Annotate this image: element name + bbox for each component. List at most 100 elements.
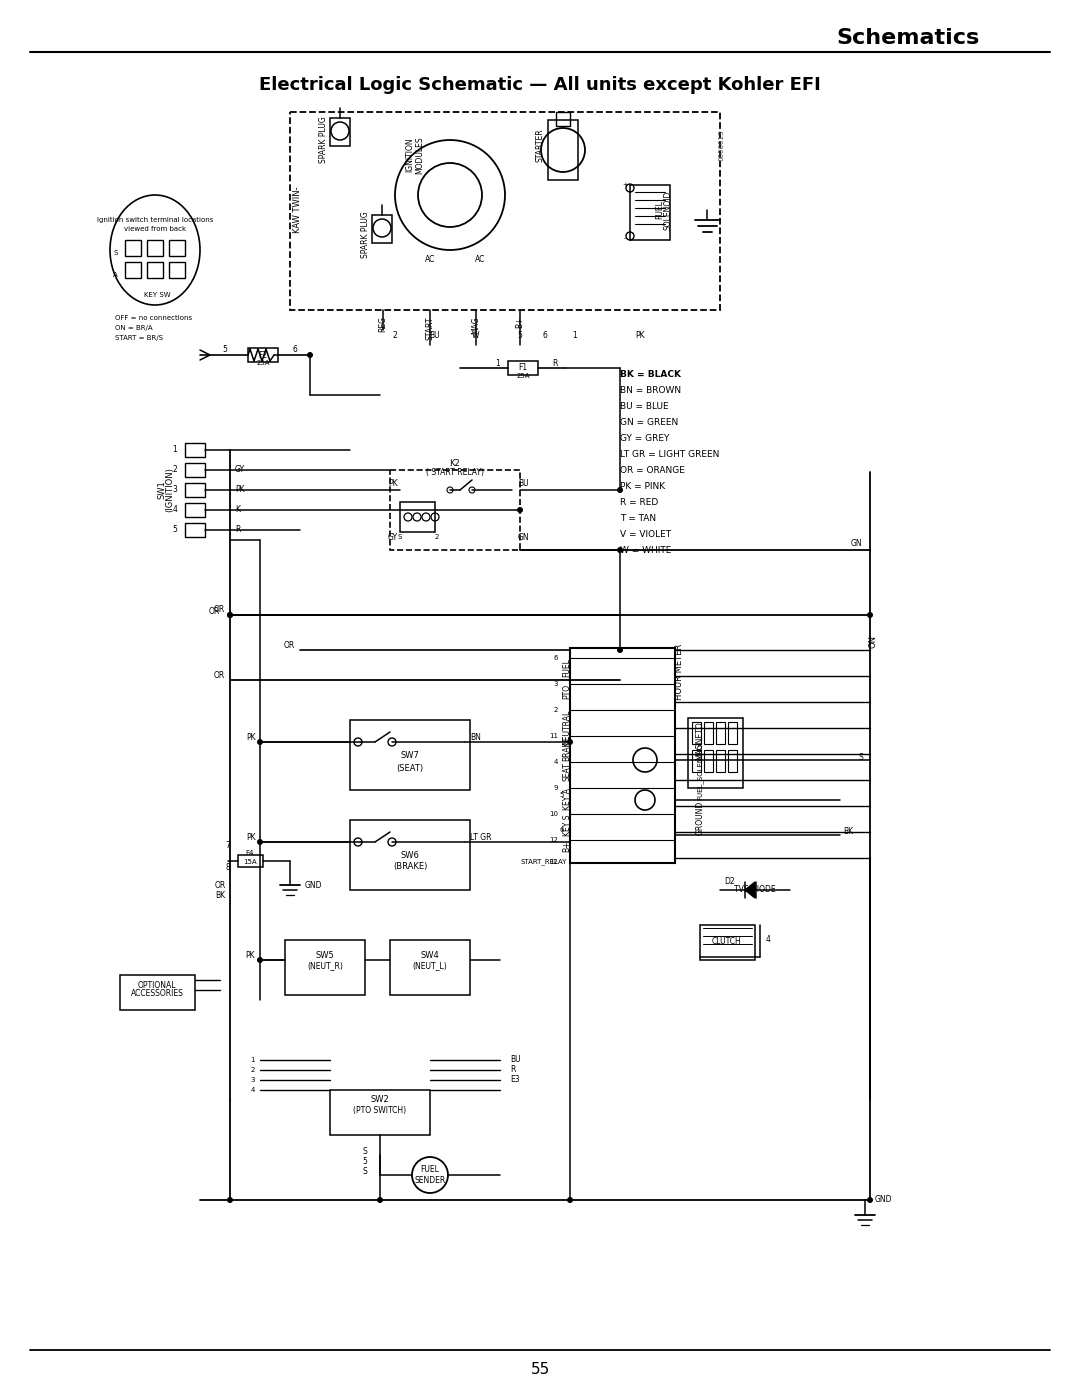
Text: Ignition switch terminal locations: Ignition switch terminal locations bbox=[97, 217, 213, 224]
Text: F2: F2 bbox=[258, 351, 268, 359]
Circle shape bbox=[567, 739, 573, 745]
Text: 2: 2 bbox=[554, 707, 558, 712]
Text: PK = PINK: PK = PINK bbox=[620, 482, 665, 490]
Circle shape bbox=[867, 612, 873, 617]
Text: 15A: 15A bbox=[243, 859, 257, 865]
Text: 2: 2 bbox=[393, 331, 397, 341]
Text: (PTO SWITCH): (PTO SWITCH) bbox=[353, 1105, 406, 1115]
Text: B+: B+ bbox=[563, 840, 571, 852]
Circle shape bbox=[617, 488, 623, 493]
Text: PK: PK bbox=[235, 486, 245, 495]
Text: FUEL: FUEL bbox=[656, 201, 664, 219]
Bar bbox=[248, 348, 278, 362]
Text: GND: GND bbox=[305, 880, 323, 890]
Text: GY: GY bbox=[388, 534, 399, 542]
Text: F4: F4 bbox=[246, 849, 254, 856]
Circle shape bbox=[227, 612, 233, 617]
Bar bbox=[185, 503, 205, 517]
Bar bbox=[185, 443, 205, 457]
Text: S: S bbox=[397, 534, 402, 541]
Bar bbox=[390, 469, 519, 550]
Circle shape bbox=[867, 1197, 873, 1203]
Text: BRAKE: BRAKE bbox=[563, 736, 571, 761]
Text: 4: 4 bbox=[251, 1087, 255, 1092]
Text: OR: OR bbox=[214, 605, 225, 615]
Text: ON: ON bbox=[868, 636, 877, 648]
Text: 2: 2 bbox=[251, 1067, 255, 1073]
Text: (NEUT_R): (NEUT_R) bbox=[307, 961, 343, 971]
Circle shape bbox=[257, 957, 264, 963]
Text: OR = ORANGE: OR = ORANGE bbox=[620, 467, 685, 475]
Text: SEAT: SEAT bbox=[563, 761, 571, 781]
Bar bbox=[168, 240, 185, 256]
Circle shape bbox=[307, 352, 313, 358]
Bar bbox=[125, 240, 141, 256]
Text: 1: 1 bbox=[173, 446, 177, 454]
Text: 1: 1 bbox=[251, 1058, 255, 1063]
Text: 9: 9 bbox=[554, 785, 558, 791]
Text: MAGNETO: MAGNETO bbox=[696, 721, 704, 760]
Text: S: S bbox=[363, 1147, 367, 1157]
Bar bbox=[716, 722, 725, 745]
Text: KEY SW: KEY SW bbox=[144, 292, 171, 298]
Text: IGNITION: IGNITION bbox=[405, 138, 415, 172]
Text: K2: K2 bbox=[449, 458, 460, 468]
Text: BU = BLUE: BU = BLUE bbox=[620, 402, 669, 411]
Text: ON = BR/A: ON = BR/A bbox=[114, 326, 152, 331]
Circle shape bbox=[617, 647, 623, 652]
Bar bbox=[728, 750, 737, 773]
Circle shape bbox=[227, 612, 233, 617]
Bar bbox=[508, 360, 538, 374]
Text: AC: AC bbox=[475, 256, 485, 264]
Text: MAG: MAG bbox=[472, 316, 481, 334]
Text: LT GR: LT GR bbox=[470, 833, 491, 841]
Text: CLUTCH: CLUTCH bbox=[712, 937, 742, 947]
Bar bbox=[125, 263, 141, 278]
Text: 4: 4 bbox=[173, 506, 177, 514]
Text: BK = BLACK: BK = BLACK bbox=[620, 370, 681, 379]
Bar bbox=[630, 184, 670, 240]
Bar bbox=[185, 522, 205, 536]
Bar bbox=[372, 215, 392, 243]
Text: SPARK PLUG: SPARK PLUG bbox=[319, 116, 327, 163]
Text: S: S bbox=[859, 753, 863, 761]
Bar bbox=[350, 820, 470, 890]
Text: 7: 7 bbox=[226, 841, 230, 849]
Text: PK: PK bbox=[246, 732, 256, 742]
Text: PK: PK bbox=[389, 479, 399, 488]
Text: (BRAKE): (BRAKE) bbox=[393, 862, 428, 872]
Text: R = RED: R = RED bbox=[620, 497, 658, 507]
Text: S: S bbox=[363, 1168, 367, 1176]
Text: OR: OR bbox=[284, 641, 295, 651]
Text: START: START bbox=[426, 316, 434, 339]
Bar bbox=[185, 483, 205, 497]
Text: OR: OR bbox=[208, 608, 220, 616]
Text: Electrical Logic Schematic — All units except Kohler EFI: Electrical Logic Schematic — All units e… bbox=[259, 75, 821, 94]
Text: SW5: SW5 bbox=[315, 950, 335, 960]
Text: +: + bbox=[622, 182, 627, 189]
Text: FUEL: FUEL bbox=[563, 658, 571, 678]
Bar bbox=[185, 462, 205, 476]
Bar bbox=[330, 1090, 430, 1134]
Text: 6: 6 bbox=[293, 345, 297, 355]
Text: 8: 8 bbox=[226, 863, 230, 873]
Bar bbox=[120, 975, 195, 1010]
Bar bbox=[168, 263, 185, 278]
Bar bbox=[570, 648, 675, 863]
Text: 3: 3 bbox=[173, 486, 177, 495]
Bar bbox=[147, 263, 163, 278]
Text: 2: 2 bbox=[173, 465, 177, 475]
Text: 3: 3 bbox=[554, 680, 558, 687]
Text: MODULES: MODULES bbox=[416, 136, 424, 173]
Circle shape bbox=[517, 507, 523, 513]
Text: GN: GN bbox=[850, 539, 862, 549]
Polygon shape bbox=[745, 882, 755, 898]
Text: 4: 4 bbox=[554, 759, 558, 766]
Text: SW6: SW6 bbox=[401, 851, 419, 859]
Text: F1: F1 bbox=[518, 363, 527, 373]
Text: SW7: SW7 bbox=[401, 752, 419, 760]
Text: (NEUT_L): (NEUT_L) bbox=[413, 961, 447, 971]
Text: FUEL_SOLENOID: FUEL_SOLENOID bbox=[697, 743, 703, 800]
Text: E3: E3 bbox=[510, 1076, 519, 1084]
Text: TVS DIODE: TVS DIODE bbox=[734, 886, 775, 894]
